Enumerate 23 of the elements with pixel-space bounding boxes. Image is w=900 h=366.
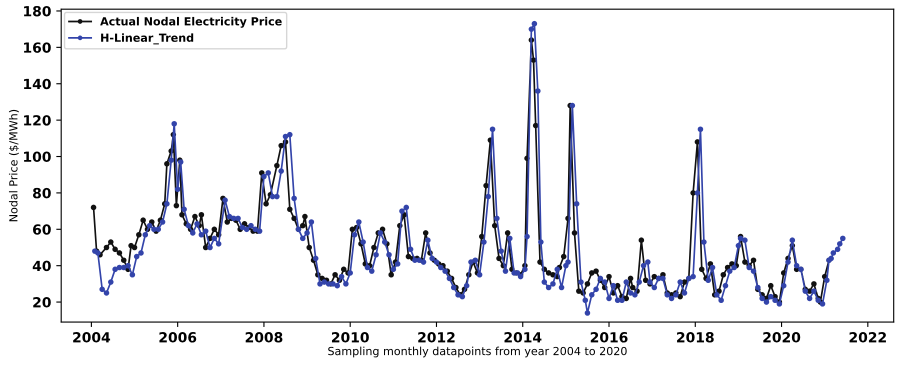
y-axis-title: Nodal Price ($/MWh) [8, 110, 20, 222]
x-tick-label: 2016 [590, 332, 628, 343]
x-tick-label: 2022 [850, 332, 886, 343]
x-tick-label: 2006 [159, 332, 196, 343]
legend-label: Actual Nodal Electricity Price [100, 16, 282, 28]
x-tick-label: 2004 [73, 332, 110, 343]
x-tick-label: 2010 [332, 332, 369, 343]
x-tick-label: 2008 [246, 332, 282, 343]
x-tick-label: 2018 [677, 332, 714, 343]
y-tick-label: 80 [33, 188, 51, 198]
x-tick-label: 2014 [504, 332, 542, 343]
x-tick-label: 2012 [418, 332, 455, 343]
x-tick-label: 2020 [763, 332, 800, 343]
y-tick-label: 40 [32, 260, 51, 272]
y-tick-label: 60 [33, 224, 51, 235]
legend-label: H-Linear_Trend [101, 33, 194, 44]
y-tick-label: 180 [24, 6, 51, 16]
y-tick-label: 120 [24, 115, 51, 126]
x-axis-title: Sampling monthly datapoints from year 2004 to 2020 [328, 346, 627, 358]
y-tick-label: 20 [33, 297, 51, 308]
y-tick-label: 160 [24, 42, 51, 53]
y-tick-label: 140 [24, 78, 51, 90]
y-tick-label: 100 [24, 151, 51, 162]
